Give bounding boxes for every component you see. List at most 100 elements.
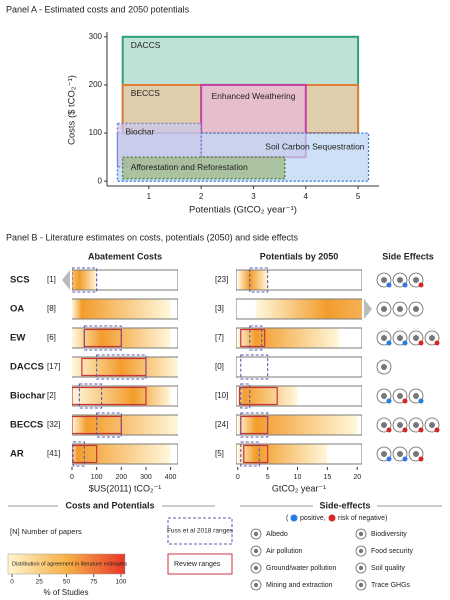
side-effect-sign — [402, 398, 408, 404]
review-legend-box — [167, 553, 233, 575]
x-tick-label: 300 — [140, 474, 152, 481]
side-effect-glyph — [381, 422, 387, 428]
column-title: Abatement Costs — [88, 251, 162, 261]
y-tick-label: 100 — [89, 128, 103, 137]
side-effect-glyph — [381, 306, 387, 312]
literature-distribution — [237, 328, 340, 348]
review-range — [243, 444, 269, 464]
row-bar — [236, 298, 362, 320]
row-name: AR — [10, 449, 24, 460]
side-effect-glyph — [429, 422, 435, 428]
positive-icon — [290, 514, 298, 522]
side-legend-glyph — [253, 531, 259, 537]
overflow-arrow — [364, 299, 372, 319]
paper-count: [7] — [215, 333, 224, 342]
colorbar-label: % of Studies — [44, 588, 89, 597]
side-effect-sign — [386, 340, 392, 346]
review-range — [240, 415, 269, 435]
side-effect-sign — [418, 427, 424, 433]
y-tick-label: 300 — [89, 32, 103, 41]
side-effect-glyph — [429, 335, 435, 341]
panel-b-title: Panel B - Literature estimates on costs,… — [6, 232, 298, 242]
side-effect-glyph — [397, 335, 403, 341]
bar-frame — [236, 356, 362, 378]
side-effect-sign — [418, 456, 424, 462]
side-effect-sign — [402, 340, 408, 346]
side-effect-glyph — [413, 306, 419, 312]
side-effect-sign — [402, 427, 408, 433]
review-range — [238, 386, 278, 406]
row-bar — [236, 325, 362, 351]
x-tick-label: 400 — [165, 474, 177, 481]
side-legend-glyph — [358, 582, 364, 588]
side-legend-glyph — [253, 582, 259, 588]
literature-distribution — [72, 386, 171, 406]
x-axis-label: GtCO₂ year⁻¹ — [272, 483, 326, 493]
row-name: DACCS — [10, 362, 44, 373]
paper-count: [24] — [215, 420, 228, 429]
papers-note: [N] Number of papers — [10, 527, 82, 536]
box-label: DACCS — [131, 40, 161, 50]
column-title: Side Effects — [382, 251, 434, 261]
side-effect-sign — [418, 340, 424, 346]
side-legend-label: Food security — [371, 548, 414, 555]
side-effect-glyph — [381, 393, 387, 399]
review-range — [83, 328, 122, 348]
paper-count: [17] — [47, 362, 60, 371]
row-bar — [72, 354, 178, 380]
colorbar-tick-label: 50 — [63, 579, 71, 586]
literature-distribution — [72, 270, 97, 290]
box-label: Enhanced Weathering — [211, 91, 295, 101]
range-box — [122, 156, 286, 180]
literature-distribution — [72, 444, 171, 464]
side-legend-glyph — [253, 548, 259, 554]
paper-count: [1] — [47, 275, 56, 284]
x-tick-label: 0 — [70, 474, 74, 481]
x-tick-label: 3 — [251, 192, 256, 201]
side-note: risk of negative) — [338, 515, 387, 522]
x-axis-label: $US(2011) tCO₂⁻¹ — [89, 483, 162, 493]
side-effect-glyph — [381, 451, 387, 457]
side-legend-glyph — [358, 548, 364, 554]
legend-title: Side-effects — [319, 500, 370, 510]
fuss-range — [249, 267, 269, 293]
side-effect-glyph — [397, 393, 403, 399]
literature-distribution — [72, 299, 171, 319]
row-bar — [72, 441, 178, 467]
side-legend-label: Ground/water pollution — [266, 565, 337, 572]
panel-a-title: Panel A - Estimated costs and 2050 poten… — [6, 4, 190, 14]
fuss-range — [72, 267, 98, 293]
fuss-range — [96, 412, 122, 438]
colorbar-caption: Distribution of agreement in literature … — [12, 561, 127, 567]
fuss-range — [249, 325, 263, 351]
side-effect-sign — [434, 427, 440, 433]
box-label: Soil Carbon Sequestration — [265, 141, 365, 151]
side-effect-glyph — [413, 335, 419, 341]
negative-icon — [328, 514, 336, 522]
paper-count: [5] — [215, 449, 224, 458]
side-note: positive, — [300, 515, 326, 522]
side-legend-label: Soil quality — [371, 565, 405, 572]
side-effect-glyph — [413, 451, 419, 457]
legend-title: Costs and Potentials — [65, 500, 154, 510]
paper-count: [6] — [47, 333, 56, 342]
colorbar-tick-label: 25 — [36, 579, 44, 586]
paper-count: [2] — [47, 391, 56, 400]
box-label: BECCS — [131, 88, 161, 98]
paper-count: [8] — [47, 304, 56, 313]
row-name: EW — [10, 333, 25, 344]
side-effect-glyph — [413, 277, 419, 283]
literature-distribution — [237, 415, 358, 435]
x-tick-label: 200 — [115, 474, 127, 481]
paper-count: [41] — [47, 449, 60, 458]
side-effect-glyph — [413, 393, 419, 399]
x-tick-label: 100 — [91, 474, 103, 481]
side-effect-glyph — [397, 306, 403, 312]
colorbar-tick-label: 75 — [90, 579, 98, 586]
row-name: BECCS — [10, 420, 43, 431]
literature-distribution — [255, 299, 362, 319]
side-effect-glyph — [381, 335, 387, 341]
overflow-arrow — [62, 270, 70, 290]
fuss-range — [240, 383, 251, 409]
